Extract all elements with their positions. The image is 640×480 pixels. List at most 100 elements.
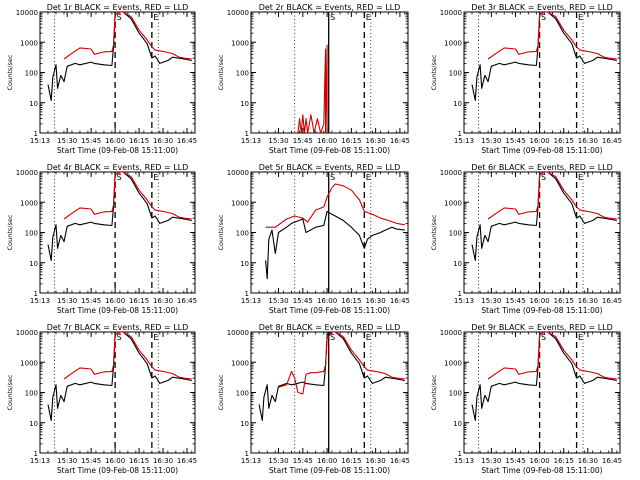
- panel-title: Det 7r BLACK = Events, RED = LLD: [47, 323, 189, 332]
- lld-trace: [63, 172, 192, 220]
- y-tick-label: 10000: [440, 329, 462, 337]
- marker-label: E: [366, 13, 371, 22]
- plot-frame: [463, 171, 621, 294]
- x-tick-label: 15:30: [268, 457, 288, 465]
- x-tick-label: 16:15: [129, 457, 149, 465]
- marker-label: E: [153, 13, 158, 22]
- y-tick-label: 10000: [440, 169, 462, 177]
- marker-label: E: [578, 13, 583, 22]
- x-tick-label: 16:30: [578, 457, 598, 465]
- series-traces: [258, 332, 405, 421]
- plot-frame: [250, 171, 409, 294]
- x-axis-label: Start Time (09-Feb-08 15:11:00): [57, 306, 178, 315]
- y-tick-label: 1: [34, 130, 38, 138]
- plot-frame: [39, 331, 196, 454]
- x-tick-label: 15:30: [57, 137, 77, 145]
- x-tick-label: 16:30: [366, 457, 386, 465]
- x-tick-label: 16:00: [105, 137, 125, 145]
- events-trace: [471, 12, 617, 101]
- y-tick-label: 1000: [444, 199, 462, 207]
- x-tick-label: 15:45: [293, 137, 313, 145]
- x-tick-label: 15:45: [81, 297, 101, 305]
- x-tick-label: 16:00: [105, 297, 125, 305]
- y-tick-label: 1: [245, 290, 249, 298]
- lld-trace: [63, 332, 192, 380]
- plot-frame: [39, 11, 196, 134]
- x-tick-label: 15:13: [30, 137, 50, 145]
- y-axis-label: Counts/sec: [430, 54, 438, 90]
- x-axis-label: Start Time (09-Feb-08 15:11:00): [481, 466, 602, 475]
- x-tick-label: 15:13: [454, 137, 474, 145]
- y-tick-label: 100: [236, 70, 249, 78]
- marker-label: S: [117, 13, 122, 22]
- series-traces: [471, 12, 617, 101]
- y-tick-label: 10: [240, 100, 249, 108]
- panel-title: Det 3r BLACK = Events, RED = LLD: [471, 3, 613, 12]
- y-tick-label: 10: [240, 420, 249, 428]
- x-tick-label: 15:13: [241, 137, 261, 145]
- marker-label: S: [541, 333, 546, 342]
- x-tick-label: 16:45: [390, 297, 410, 305]
- x-tick-label: 15:30: [57, 297, 77, 305]
- series-traces: [471, 172, 617, 261]
- y-axis-label: Counts/sec: [6, 214, 14, 250]
- panel-det-2: Det 2r BLACK = Events, RED = LLD 1 10 100 10…: [217, 3, 410, 155]
- y-tick-label: 10: [29, 260, 38, 268]
- marker-label: S: [117, 333, 122, 342]
- panel-title: Det 4r BLACK = Events, RED = LLD: [47, 163, 189, 172]
- y-tick-label: 10000: [227, 9, 249, 17]
- y-axis-label: Counts/sec: [6, 54, 14, 90]
- x-tick-label: 16:45: [602, 137, 622, 145]
- x-tick-label: 16:45: [177, 137, 197, 145]
- x-tick-label: 16:15: [554, 457, 574, 465]
- plot-frame: [463, 331, 621, 454]
- marker-label: S: [117, 173, 122, 182]
- y-tick-label: 1000: [20, 39, 38, 47]
- panel-det-1: Det 1r BLACK = Events, RED = LLD 1 10 100 10…: [6, 3, 197, 155]
- y-tick-label: 10: [29, 100, 38, 108]
- x-tick-label: 15:13: [30, 457, 50, 465]
- y-tick-label: 100: [25, 230, 38, 238]
- marker-label: S: [541, 173, 546, 182]
- lld-trace: [265, 183, 405, 228]
- x-tick-label: 16:15: [129, 137, 149, 145]
- marker-label: E: [153, 333, 158, 342]
- y-tick-label: 1000: [444, 359, 462, 367]
- series-traces: [265, 183, 405, 280]
- x-tick-label: 15:13: [454, 297, 474, 305]
- x-tick-label: 16:30: [366, 137, 386, 145]
- x-tick-label: 16:00: [105, 457, 125, 465]
- series-traces: [471, 332, 617, 421]
- plot-frame: [250, 331, 409, 454]
- y-tick-label: 1000: [20, 359, 38, 367]
- x-tick-label: 16:45: [390, 457, 410, 465]
- plot-frame: [39, 171, 196, 294]
- panel-det-5: Det 5r BLACK = Events, RED = LLD 1 10 100 10…: [217, 163, 410, 315]
- x-tick-label: 16:30: [153, 457, 173, 465]
- y-axis-label: Counts/sec: [217, 54, 225, 90]
- series-traces: [47, 172, 192, 261]
- x-tick-label: 16:00: [317, 457, 337, 465]
- panel-title: Det 2r BLACK = Events, RED = LLD: [259, 3, 401, 12]
- x-tick-label: 16:00: [529, 457, 549, 465]
- y-tick-label: 10: [29, 420, 38, 428]
- panel-title: Det 9r BLACK = Events, RED = LLD: [471, 323, 613, 332]
- marker-label: E: [366, 333, 371, 342]
- marker-label: E: [366, 173, 371, 182]
- panel-det-8: Det 8r BLACK = Events, RED = LLD 1 10 100 10…: [217, 323, 410, 475]
- x-axis-label: Start Time (09-Feb-08 15:11:00): [269, 306, 390, 315]
- lld-trace: [487, 332, 617, 380]
- y-axis-label: Counts/sec: [430, 374, 438, 410]
- y-axis-label: Counts/sec: [430, 214, 438, 250]
- x-tick-label: 15:13: [241, 457, 261, 465]
- x-tick-label: 15:45: [505, 137, 525, 145]
- y-tick-label: 100: [236, 390, 249, 398]
- x-tick-label: 16:15: [554, 137, 574, 145]
- plot-frame: [463, 11, 621, 134]
- y-tick-label: 10000: [16, 169, 38, 177]
- x-tick-label: 15:30: [268, 137, 288, 145]
- x-tick-label: 16:45: [602, 297, 622, 305]
- x-axis-label: Start Time (09-Feb-08 15:11:00): [481, 306, 602, 315]
- x-tick-label: 15:30: [57, 457, 77, 465]
- events-trace: [471, 332, 617, 421]
